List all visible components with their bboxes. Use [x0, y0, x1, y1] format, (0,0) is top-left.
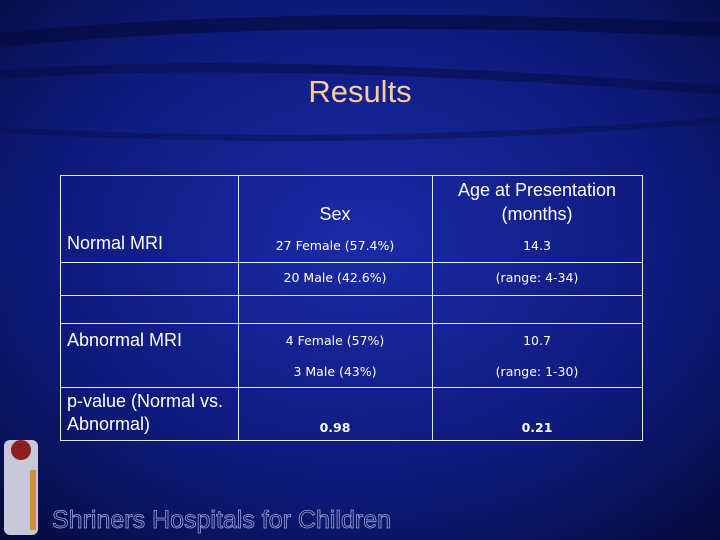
table-border	[60, 262, 642, 263]
table-border	[432, 175, 433, 440]
table-cell: 20 Male (42.6%)	[283, 270, 387, 285]
column-header: Age at Presentation (months)	[457, 180, 617, 224]
slide-title: Results	[308, 74, 412, 109]
logo	[4, 440, 38, 535]
table-cell: (range: 1-30)	[495, 364, 579, 379]
column-header: Sex	[319, 204, 351, 224]
table-cell: 3 Male (43%)	[293, 364, 377, 379]
table-border	[642, 175, 643, 440]
table-border	[60, 387, 642, 388]
table-cell: 10.7	[523, 333, 551, 348]
table-border	[60, 323, 642, 324]
row-label: p-value (Normal vs. Abnormal)	[67, 391, 224, 434]
table-border	[60, 440, 643, 441]
table-cell: 0.98	[319, 420, 351, 435]
table-cell: 27 Female (57.4%)	[275, 238, 395, 253]
table-cell: 0.21	[521, 420, 553, 435]
table-cell: (range: 4-34)	[495, 270, 579, 285]
table-cell: 14.3	[523, 238, 551, 253]
table-border	[60, 175, 642, 176]
row-label: Abnormal MRI	[67, 330, 183, 350]
row-label: Normal MRI	[67, 233, 164, 253]
table-border	[60, 295, 642, 296]
footer-text: Shriners Hospitals for Children	[52, 506, 391, 534]
table-border	[238, 175, 239, 440]
table-cell: 4 Female (57%)	[285, 333, 385, 348]
table-border	[60, 175, 61, 440]
